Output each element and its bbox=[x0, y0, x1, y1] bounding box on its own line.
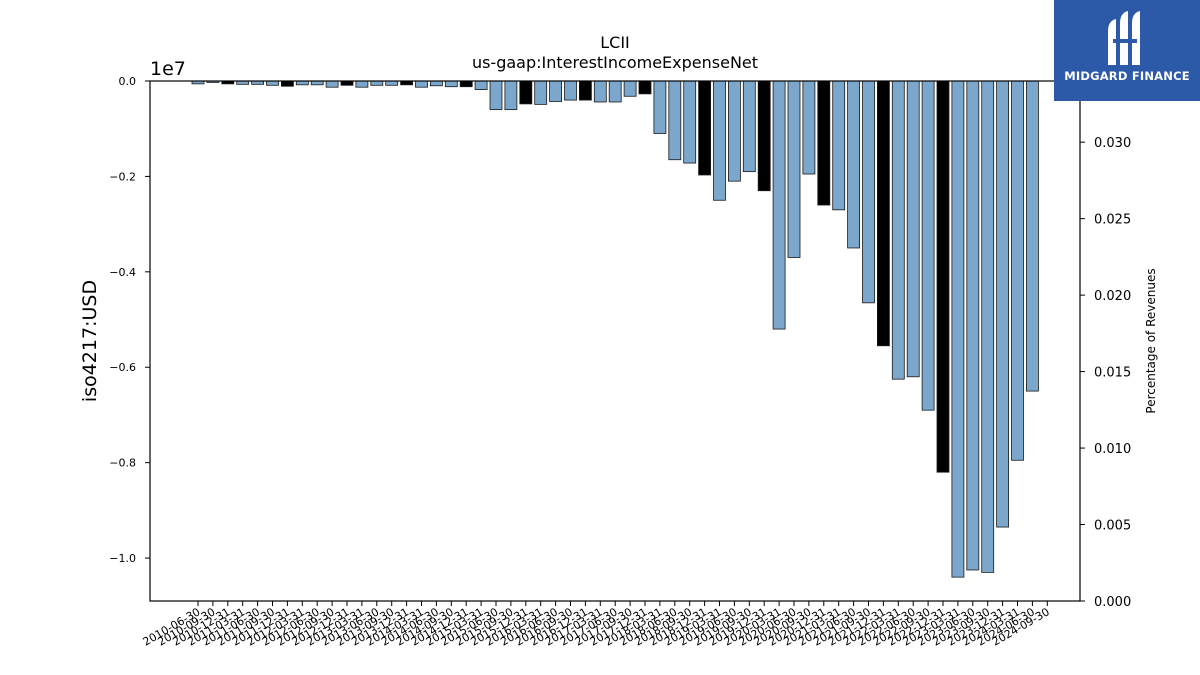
bar-2020-06-30 bbox=[787, 80, 801, 258]
brand-logo: MIDGARD FINANCE bbox=[1054, 0, 1200, 101]
bar-2023-03-31 bbox=[951, 80, 965, 578]
bar-2018-12-31 bbox=[698, 80, 711, 176]
y-axis-ticks: 0.0 −0.2 −0.4 −0.6 −0.8 −1.0 bbox=[109, 75, 150, 565]
bar-2022-09-30 bbox=[921, 80, 935, 411]
logo-text: MIDGARD FINANCE bbox=[1064, 69, 1190, 83]
bar-2019-12-31 bbox=[757, 80, 771, 192]
bar-2017-12-31 bbox=[638, 80, 652, 95]
bar-2023-09-30 bbox=[981, 80, 995, 573]
bar-2020-09-30 bbox=[802, 80, 816, 175]
bar-2018-09-30 bbox=[683, 80, 697, 164]
y2-tick-label: 0.015 bbox=[1094, 366, 1131, 381]
bar-2020-12-31 bbox=[817, 80, 831, 206]
bar-2022-12-31 bbox=[936, 80, 950, 473]
y2-tick-label: 0.000 bbox=[1094, 595, 1131, 610]
bar-2015-12-31 bbox=[519, 80, 533, 105]
bar-2011-09-30 bbox=[266, 80, 279, 86]
x-axis-ticks: 2010-06-302010-09-302010-12-312011-03-31… bbox=[141, 601, 1052, 649]
y-tick-label: −0.6 bbox=[109, 361, 136, 374]
bar-2023-12-31 bbox=[996, 80, 1009, 528]
bar-2020-03-31 bbox=[772, 80, 786, 330]
y2-tick-label: 0.005 bbox=[1094, 519, 1131, 534]
y-tick-label: −0.4 bbox=[109, 266, 136, 279]
bar-2014-09-30 bbox=[444, 80, 458, 88]
bar-2023-06-30 bbox=[966, 80, 980, 571]
bar-2016-03-31 bbox=[534, 80, 548, 105]
bar-2021-12-31 bbox=[877, 80, 890, 347]
bar-2016-06-30 bbox=[549, 80, 562, 102]
y2-axis-ticks: 0.000 0.005 0.010 0.015 0.020 0.025 0.030 bbox=[1080, 136, 1131, 610]
y2-tick-label: 0.010 bbox=[1094, 442, 1131, 457]
bar-2012-12-31 bbox=[340, 80, 354, 86]
y2-tick-label: 0.020 bbox=[1094, 289, 1131, 304]
y2-axis-label: Percentage of Revenues bbox=[1144, 268, 1158, 413]
bar-2021-09-30 bbox=[862, 80, 875, 304]
bar-2015-06-30 bbox=[489, 80, 503, 111]
y-axis-label: iso4217:USD bbox=[79, 280, 101, 402]
bar-2014-12-31 bbox=[459, 80, 473, 88]
bar-2011-12-31 bbox=[280, 80, 294, 87]
bar-series bbox=[191, 80, 1039, 578]
bar-2013-06-30 bbox=[370, 80, 384, 86]
bar-2019-09-30 bbox=[742, 80, 756, 173]
y2-tick-label: 0.030 bbox=[1094, 136, 1131, 151]
bar-2017-03-31 bbox=[593, 80, 607, 103]
bar-2019-06-30 bbox=[728, 80, 741, 182]
bar-2015-03-31 bbox=[474, 80, 488, 90]
bar-2017-09-30 bbox=[623, 80, 637, 97]
bar-2018-03-31 bbox=[653, 80, 667, 134]
bar-2022-03-31 bbox=[891, 80, 905, 380]
bar-2021-03-31 bbox=[832, 80, 846, 211]
bar-2014-03-31 bbox=[415, 80, 428, 88]
midgard-logo-icon bbox=[1108, 11, 1140, 65]
chart-subtitle: us-gaap:InterestIncomeExpenseNet bbox=[472, 53, 758, 72]
bar-2018-06-30 bbox=[668, 80, 682, 161]
y-tick-label: −0.2 bbox=[109, 170, 136, 183]
y-multiplier-label: 1e7 bbox=[150, 58, 186, 80]
bar-2021-06-30 bbox=[847, 80, 860, 249]
bar-2017-06-30 bbox=[608, 80, 622, 103]
y2-tick-label: 0.025 bbox=[1094, 213, 1131, 228]
y-tick-label: 0.0 bbox=[119, 75, 137, 88]
bar-2012-09-30 bbox=[325, 80, 339, 88]
bar-2013-03-31 bbox=[355, 80, 369, 88]
bar-2016-12-31 bbox=[579, 80, 592, 101]
bar-2013-09-30 bbox=[385, 80, 399, 86]
bar-2024-06-30 bbox=[1026, 80, 1039, 392]
plot-frame bbox=[149, 80, 1081, 602]
y-tick-label: −0.8 bbox=[109, 457, 136, 470]
bar-2024-03-31 bbox=[1011, 80, 1024, 461]
chart-title: LCII bbox=[600, 33, 630, 52]
bar-2015-09-30 bbox=[504, 80, 518, 111]
bar-2022-06-30 bbox=[906, 80, 920, 378]
bar-2016-09-30 bbox=[564, 80, 577, 101]
bar-2014-06-30 bbox=[429, 80, 443, 87]
bar-2019-03-31 bbox=[713, 80, 726, 201]
y-tick-label: −1.0 bbox=[109, 552, 136, 565]
